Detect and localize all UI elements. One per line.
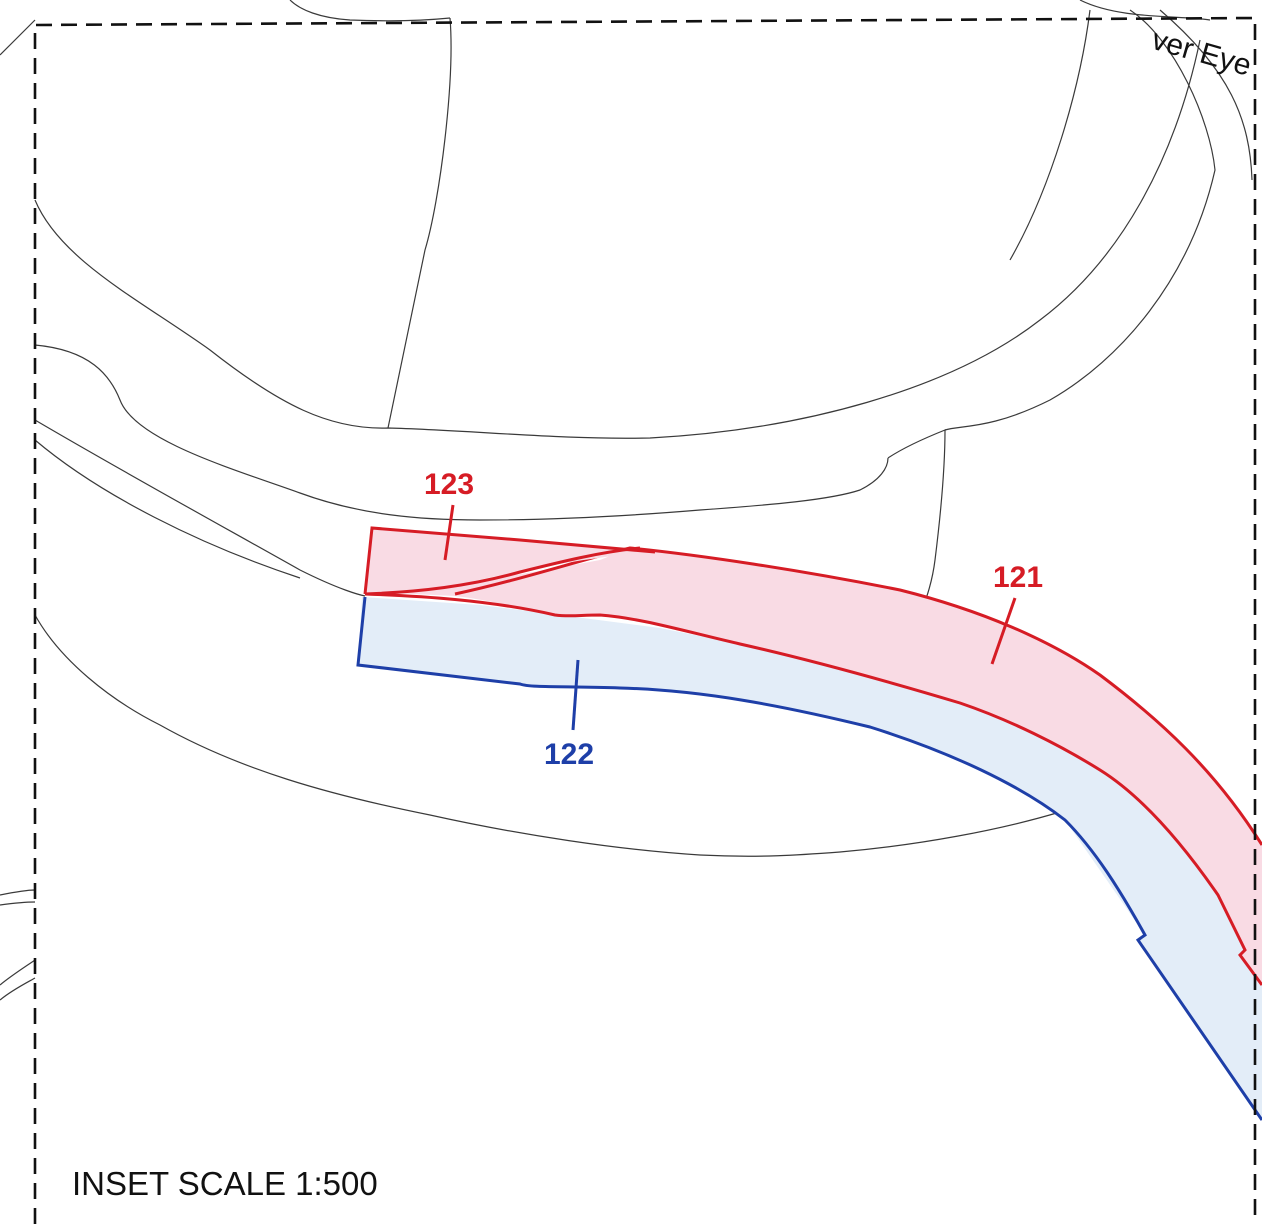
leader-line-122 [571,659,580,731]
parcel-label-121: 121 [993,561,1043,594]
leader-line-123 [443,504,455,561]
inset-frame [33,16,1257,1224]
parcel-123-boundary [363,526,656,596]
parcel-121-area [370,548,1262,985]
parcel-label-123: 123 [424,468,474,501]
parcel-123-area [365,528,652,594]
parcel-label-122: 122 [544,738,594,771]
parcel-122-boundary [356,596,1262,1121]
parcel-122-area [358,597,1262,1120]
river-label: ver Eye [1148,23,1255,83]
inset-scale-label: INSET SCALE 1:500 [72,1165,378,1202]
leader-line-121 [990,597,1017,665]
base-linework [0,0,1253,1001]
